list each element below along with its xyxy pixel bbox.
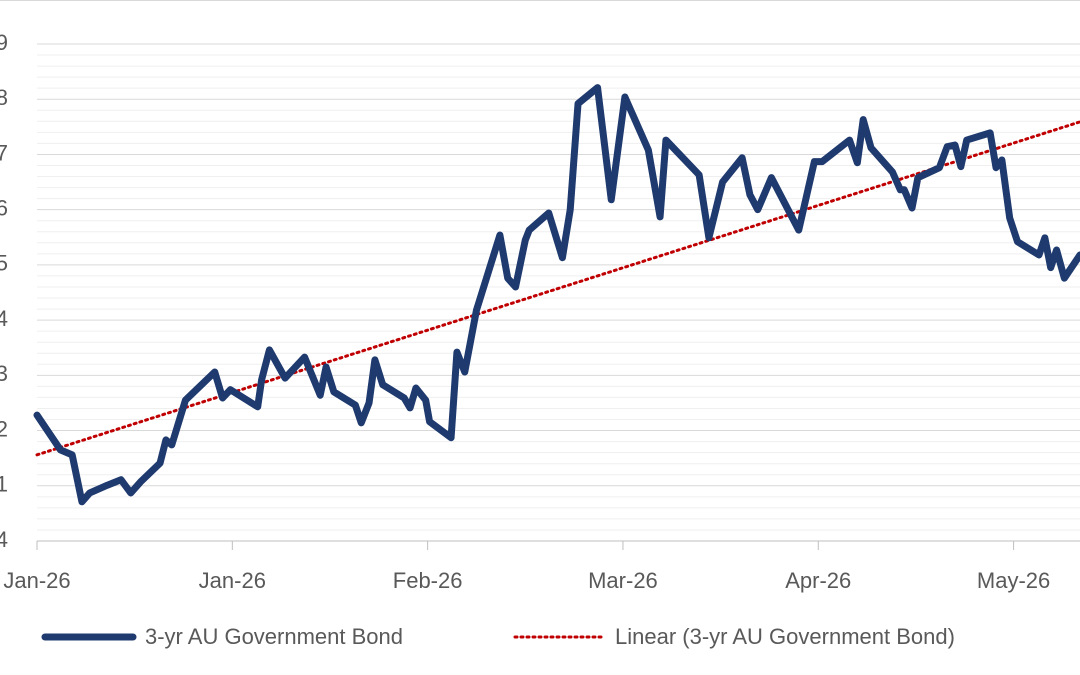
y-tick-label: 1 [0,472,8,497]
y-tick-label: 8 [0,85,8,110]
series-line [33,84,1080,506]
legend-label: Linear (3-yr AU Government Bond) [615,624,955,649]
y-tick-label: 4 [0,306,8,331]
y-tick-label: 9 [0,30,8,55]
series-line [35,120,1080,457]
y-tick-label: 6 [0,195,8,220]
y-tick-label: 4 [0,527,8,552]
x-tick-label: Jan-26 [3,568,70,593]
x-tick-label: May-26 [977,568,1050,593]
y-tick-label: 2 [0,416,8,441]
x-tick-label: Jan-26 [199,568,266,593]
x-tick-label: Feb-26 [393,568,463,593]
legend-label: 3-yr AU Government Bond [145,624,403,649]
y-tick-label: 3 [0,361,8,386]
x-tick-label: Mar-26 [588,568,658,593]
y-tick-label: 7 [0,140,8,165]
x-tick-label: Apr-26 [785,568,851,593]
y-tick-label: 5 [0,251,8,276]
